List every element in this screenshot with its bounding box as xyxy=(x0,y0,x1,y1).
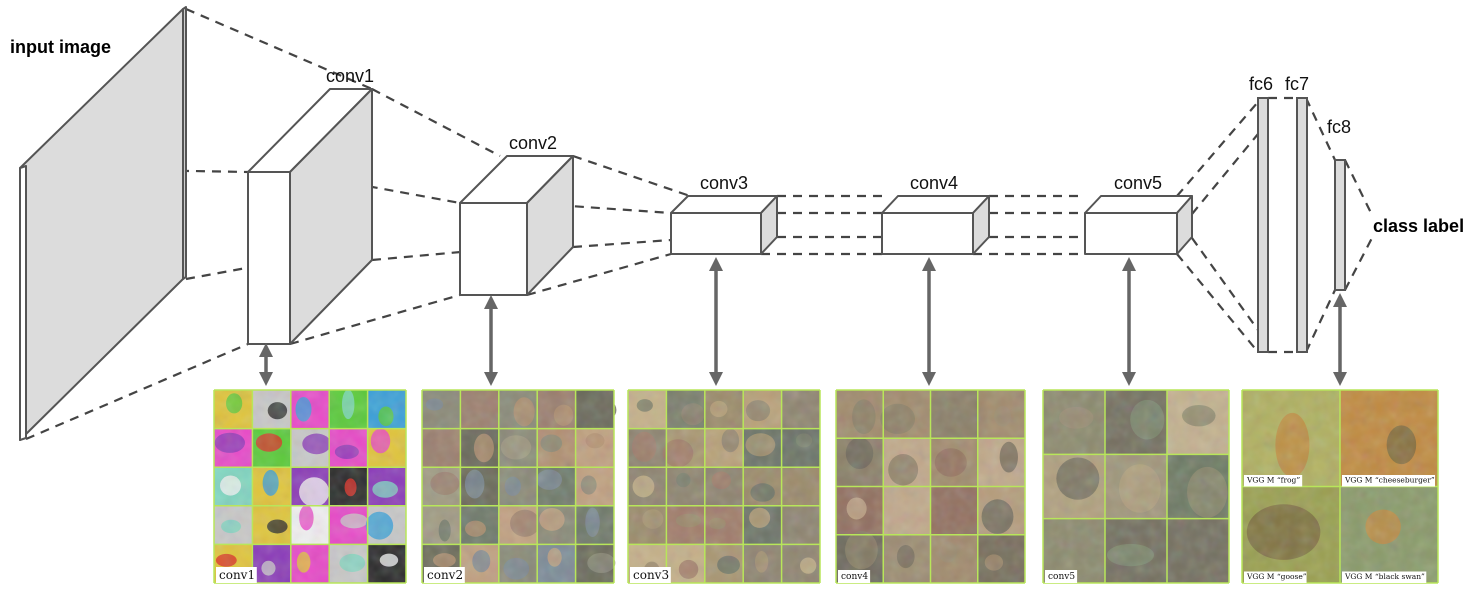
fc6-layer xyxy=(1257,97,1269,353)
conv3-feature-panel: conv3 xyxy=(627,389,821,584)
fc8-label: fc8 xyxy=(1327,117,1351,137)
conv3-label: conv3 xyxy=(700,173,748,193)
caption-background xyxy=(1342,571,1427,583)
panel-caption: conv5 xyxy=(1048,572,1075,582)
conv1-feature-panel: conv1 xyxy=(213,389,407,584)
conv1-block xyxy=(247,88,373,345)
panel-caption: VGG M “cheeseburger” xyxy=(1344,476,1435,485)
input-image-label: input image xyxy=(10,37,111,57)
conv4-block xyxy=(881,195,990,255)
conv5-block xyxy=(1084,195,1193,255)
layer-panel-arrows xyxy=(259,257,1347,386)
fc6-label: fc6 xyxy=(1249,74,1273,94)
conv3-block xyxy=(670,195,778,255)
fc7-label: fc7 xyxy=(1285,74,1309,94)
texture-overlay xyxy=(1043,390,1229,583)
conv5-label: conv5 xyxy=(1114,173,1162,193)
class-label: class label xyxy=(1373,216,1464,236)
caption-background xyxy=(1244,571,1307,583)
panel-caption: VGG M “frog” xyxy=(1246,476,1300,485)
conv2-label: conv2 xyxy=(509,133,557,153)
input-image-plane xyxy=(19,6,187,441)
caption-background xyxy=(424,567,465,583)
caption-background xyxy=(1244,475,1303,487)
caption-background xyxy=(630,567,671,583)
conv5-feature-panel: conv5 xyxy=(1042,389,1230,584)
panel-caption: conv1 xyxy=(219,568,255,582)
conv4-feature-panel: conv4 xyxy=(835,389,1026,584)
caption-background xyxy=(1045,570,1078,583)
caption-background xyxy=(838,570,871,583)
conv2-feature-panel: conv2 xyxy=(421,389,617,584)
panel-caption: conv2 xyxy=(427,568,463,582)
panel-caption: VGG M “black swan” xyxy=(1344,572,1425,581)
fc8-feature-panel: VGG M “frog” VGG M “cheeseburger” VGG M “g… xyxy=(1241,389,1439,584)
fc7-layer xyxy=(1296,97,1308,353)
conv4-label: conv4 xyxy=(910,173,958,193)
panel-caption: conv3 xyxy=(633,568,669,582)
conv2-block xyxy=(459,155,574,296)
texture-overlay xyxy=(628,390,820,583)
conv1-label: conv1 xyxy=(326,66,374,86)
texture-overlay xyxy=(214,390,406,583)
panel-caption: conv4 xyxy=(841,572,868,582)
fc8-layer xyxy=(1334,159,1346,291)
panel-caption: VGG M “goose” xyxy=(1246,572,1307,581)
caption-background xyxy=(216,567,257,583)
texture-overlay xyxy=(422,390,614,583)
caption-background xyxy=(1342,475,1435,487)
